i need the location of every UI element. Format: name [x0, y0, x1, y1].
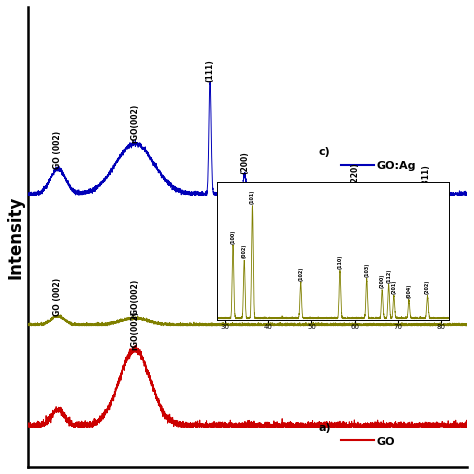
Text: rGO(002): rGO(002)	[130, 104, 139, 143]
Text: rGO(002): rGO(002)	[130, 310, 139, 350]
Y-axis label: Intensity: Intensity	[7, 195, 25, 279]
Text: (311): (311)	[421, 164, 430, 187]
Text: (111): (111)	[206, 59, 215, 82]
Text: GO:Ag: GO:Ag	[376, 161, 416, 172]
Text: rGO(002): rGO(002)	[130, 279, 139, 318]
Text: GO (002): GO (002)	[54, 277, 63, 316]
Text: b): b)	[319, 287, 332, 297]
Text: GO: GO	[376, 437, 395, 447]
Text: a): a)	[319, 423, 331, 433]
Text: (220): (220)	[350, 163, 359, 185]
Text: c): c)	[319, 147, 330, 157]
Text: GO:ZnO: GO:ZnO	[376, 301, 425, 310]
Text: (200): (200)	[240, 151, 249, 173]
Text: GO (002): GO (002)	[54, 130, 63, 169]
